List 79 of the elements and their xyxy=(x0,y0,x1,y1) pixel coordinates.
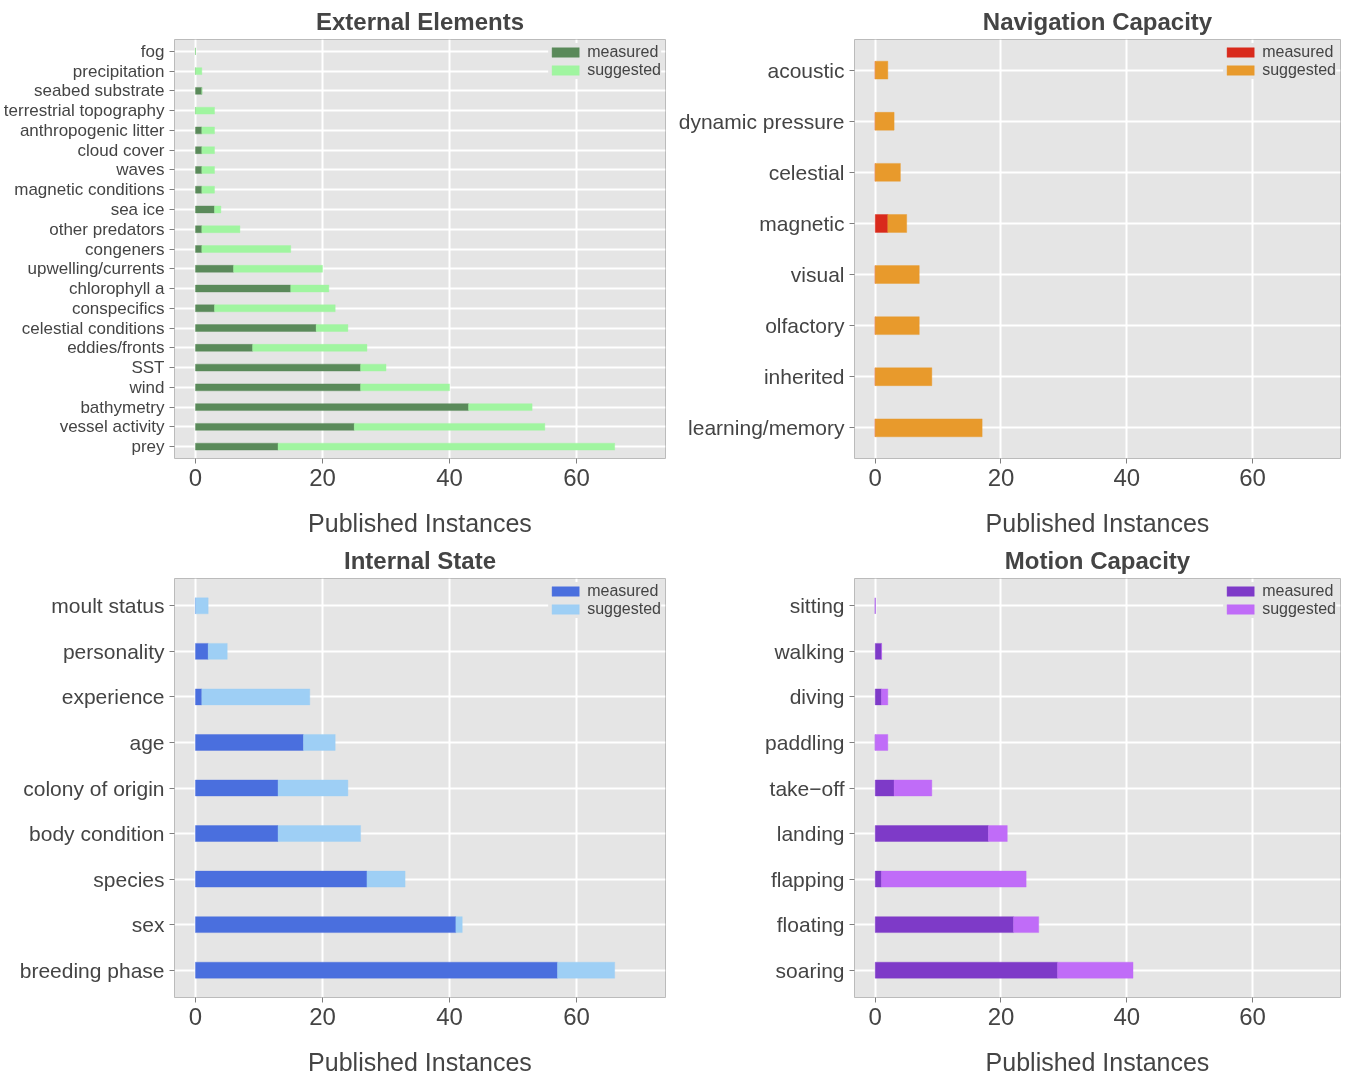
x-tick-label: 60 xyxy=(563,1002,590,1030)
y-tick-label: dynamic pressure xyxy=(678,109,845,133)
x-tick-label: 40 xyxy=(436,1002,463,1030)
y-tick-label: fog xyxy=(140,41,165,61)
y-tick-label: seabed substrate xyxy=(34,81,165,101)
chart-title: External Elements xyxy=(315,7,525,35)
y-tick-label: species xyxy=(93,867,165,891)
x-tick-label: 40 xyxy=(436,463,463,491)
legend-label: suggested xyxy=(587,61,661,79)
x-axis-title: Published Instances xyxy=(308,508,532,537)
chart-title: Navigation Capacity xyxy=(982,7,1213,35)
y-tick-label: eddies/fronts xyxy=(67,338,165,358)
y-tick-label: precipitation xyxy=(72,61,165,81)
y-tick-label: waves xyxy=(115,160,165,180)
y-tick-label: landing xyxy=(776,822,845,846)
y-tick-label: chlorophyll a xyxy=(69,279,166,299)
y-tick-label: prey xyxy=(131,437,165,457)
y-tick-label: body condition xyxy=(29,822,165,846)
x-tick-label: 20 xyxy=(987,463,1015,491)
y-tick-label: celestial conditions xyxy=(21,318,165,338)
chart-title: Motion Capacity xyxy=(1004,546,1191,574)
legend-label: suggested xyxy=(1262,600,1336,618)
y-tick-label: walking xyxy=(773,639,845,663)
x-axis-title: Published Instances xyxy=(985,508,1210,537)
y-tick-label: magnetic xyxy=(759,211,845,235)
y-tick-label: breeding phase xyxy=(19,958,165,982)
y-tick-label: conspecifics xyxy=(71,298,165,318)
legend-label: measured xyxy=(1262,43,1334,61)
y-tick-label: magnetic conditions xyxy=(14,180,165,200)
legend-label: suggested xyxy=(587,600,661,618)
y-tick-label: bathymetry xyxy=(80,397,165,417)
x-axis-title: Published Instances xyxy=(985,1047,1210,1076)
legend-label: suggested xyxy=(1262,61,1336,79)
chart-title: Internal State xyxy=(343,546,497,574)
y-tick-label: take−off xyxy=(769,776,845,800)
legend-label: measured xyxy=(587,43,659,61)
x-tick-label: 20 xyxy=(309,1002,336,1030)
y-tick-label: age xyxy=(129,730,165,754)
y-tick-label: sea ice xyxy=(110,199,165,219)
y-tick-label: experience xyxy=(61,685,165,709)
y-tick-label: inherited xyxy=(763,365,845,389)
x-tick-label: 0 xyxy=(188,1002,203,1030)
x-tick-label: 60 xyxy=(1239,463,1266,491)
y-tick-label: personality xyxy=(62,639,165,663)
y-tick-label: soaring xyxy=(775,958,845,982)
legend-label: measured xyxy=(1262,582,1334,600)
y-tick-label: vessel activity xyxy=(59,417,165,437)
y-tick-label: other predators xyxy=(49,219,165,239)
x-tick-label: 60 xyxy=(1239,1002,1266,1030)
x-axis-title: Published Instances xyxy=(308,1047,532,1076)
y-tick-label: acoustic xyxy=(767,58,845,82)
y-tick-label: olfactory xyxy=(765,314,845,338)
y-tick-label: anthropogenic litter xyxy=(19,120,165,140)
y-tick-label: paddling xyxy=(765,730,845,754)
x-tick-label: 20 xyxy=(987,1002,1015,1030)
y-tick-label: sitting xyxy=(789,594,845,618)
y-tick-label: upwelling/currents xyxy=(27,259,165,279)
y-tick-label: floating xyxy=(776,913,845,937)
y-tick-label: flapping xyxy=(770,867,845,891)
y-tick-label: moult status xyxy=(51,594,165,618)
x-tick-label: 40 xyxy=(1113,463,1141,491)
x-tick-label: 20 xyxy=(309,463,336,491)
y-tick-label: celestial xyxy=(768,160,845,184)
x-tick-label: 0 xyxy=(868,1002,882,1030)
y-tick-label: learning/memory xyxy=(688,416,845,440)
x-tick-label: 40 xyxy=(1113,1002,1141,1030)
y-tick-label: visual xyxy=(790,263,845,287)
legend-label: measured xyxy=(587,582,659,600)
y-tick-label: wind xyxy=(128,377,165,397)
y-tick-label: diving xyxy=(789,685,845,709)
y-tick-label: colony of origin xyxy=(23,776,165,800)
x-tick-label: 0 xyxy=(868,463,882,491)
x-tick-label: 0 xyxy=(188,463,203,491)
x-tick-label: 60 xyxy=(563,463,590,491)
y-tick-label: SST xyxy=(131,358,165,378)
y-tick-label: terrestrial topography xyxy=(3,101,165,121)
y-tick-label: cloud cover xyxy=(77,140,165,160)
y-tick-label: sex xyxy=(131,913,165,937)
y-tick-label: congeners xyxy=(85,239,165,259)
